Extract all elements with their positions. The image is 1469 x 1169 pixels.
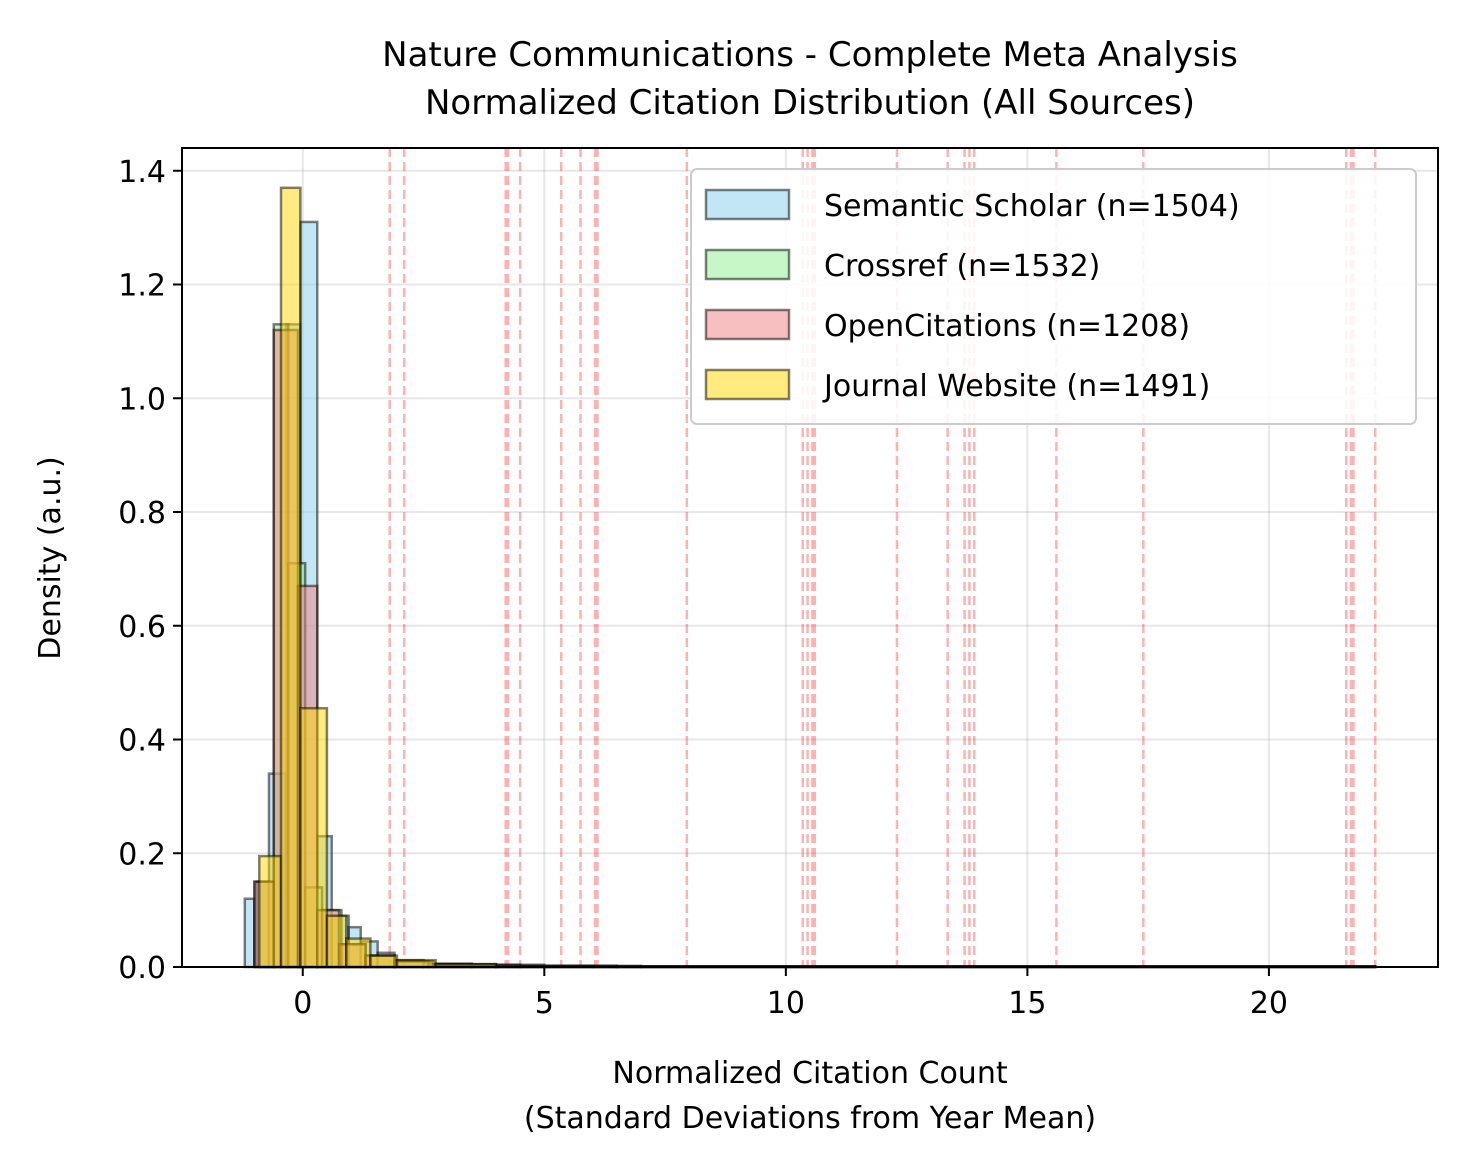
- legend-label: OpenCitations (n=1208): [824, 309, 1190, 344]
- y-tick-label: 0.6: [118, 610, 166, 645]
- chart-title-line1: Nature Communications - Complete Meta An…: [382, 35, 1238, 75]
- histogram-bar: [369, 954, 399, 969]
- legend-swatch: [704, 368, 791, 401]
- plot-area-frame: [181, 147, 1439, 968]
- outlier-lines: [388, 148, 1377, 967]
- x-axis-label-line1: Normalized Citation Count: [612, 1056, 1007, 1091]
- x-tick-label: 15: [1008, 986, 1046, 1021]
- x-tick-label: 0: [293, 986, 312, 1021]
- legend-swatch: [704, 308, 791, 341]
- x-tick-label: 10: [767, 986, 805, 1021]
- y-tick-label: 0.8: [118, 496, 166, 531]
- histogram-bar: [258, 854, 283, 969]
- x-axis-ticks: 0 5 10 15 20: [293, 967, 1288, 1021]
- legend-label: Semantic Scholar (n=1504): [824, 189, 1240, 224]
- legend-box: [690, 168, 1417, 425]
- y-tick-label: 0.0: [118, 951, 166, 986]
- y-axis-ticks: 0.0 0.2 0.4 0.6 0.8 1.0 1.2 1.4: [118, 155, 182, 986]
- histogram-bar: [325, 914, 348, 969]
- x-tick-label: 20: [1250, 986, 1288, 1021]
- chart-title-line2: Normalized Citation Distribution (All So…: [425, 83, 1195, 123]
- y-tick-label: 0.4: [118, 724, 166, 759]
- histogram-bar: [299, 706, 329, 969]
- legend-swatch: [704, 248, 791, 281]
- histogram-bar: [395, 958, 437, 969]
- y-tick-label: 1.4: [118, 155, 166, 190]
- legend-swatch: [704, 188, 791, 221]
- legend-label: Journal Website (n=1491): [822, 369, 1210, 404]
- y-tick-label: 0.2: [118, 837, 166, 872]
- y-tick-label: 1.2: [118, 269, 166, 304]
- y-tick-label: 1.0: [118, 382, 166, 417]
- histogram-bar: [279, 186, 302, 969]
- x-axis-label-line2: (Standard Deviations from Year Mean): [524, 1101, 1096, 1136]
- legend: Semantic Scholar (n=1504) Crossref (n=153…: [690, 168, 1417, 425]
- histogram-bar: [243, 897, 256, 969]
- x-tick-label: 5: [535, 986, 554, 1021]
- histogram-bar: [344, 937, 372, 969]
- legend-label: Crossref (n=1532): [824, 249, 1100, 284]
- y-axis-label: Density (a.u.): [33, 456, 68, 659]
